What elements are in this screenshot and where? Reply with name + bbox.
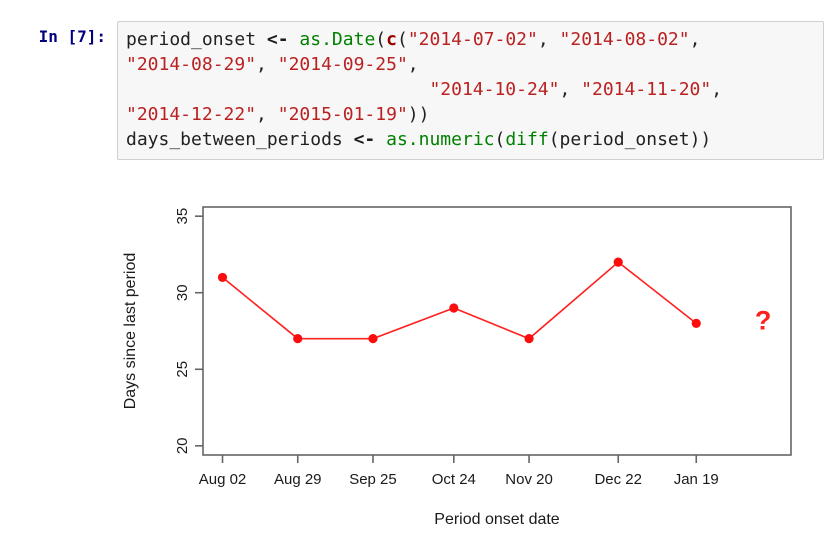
code-token: c — [386, 29, 397, 50]
series-line — [222, 261, 697, 340]
x-tick-label: Jan 19 — [674, 471, 719, 488]
code-token: "2014-08-02" — [559, 29, 690, 50]
data-point — [217, 272, 228, 283]
x-tick-label: Aug 29 — [274, 471, 322, 488]
plot-box — [202, 206, 792, 456]
y-tick-label: 25 — [174, 361, 191, 378]
x-axis-title: Period onset date — [434, 511, 560, 528]
data-point — [449, 303, 459, 313]
code-token: "2015-01-19" — [277, 104, 408, 125]
code-token — [126, 79, 429, 100]
code-token: "2014-07-02" — [407, 29, 538, 50]
x-tick-label: Sep 25 — [349, 471, 397, 488]
code-token: ( — [548, 129, 560, 150]
code-cell[interactable]: period_onset <- as.Date(c("2014-07-02", … — [117, 21, 824, 160]
data-point — [524, 334, 534, 344]
data-point — [368, 334, 378, 344]
code-token: "2014-10-24" — [429, 79, 560, 100]
code-editor[interactable]: period_onset <- as.Date(c("2014-07-02", … — [126, 27, 815, 152]
code-token: as.Date — [299, 29, 376, 50]
code-token: ( — [375, 29, 387, 50]
code-token: period_onset — [559, 129, 690, 150]
data-point — [691, 318, 701, 328]
code-token: , — [256, 104, 278, 125]
x-tick-label: Aug 02 — [199, 471, 247, 488]
code-token: , — [407, 54, 419, 75]
y-tick-label: 35 — [174, 208, 191, 225]
x-tick-label: Oct 24 — [432, 471, 476, 488]
code-token: days_between_periods — [126, 129, 343, 150]
code-token — [343, 129, 354, 150]
code-token: period_onset — [126, 29, 257, 50]
code-token — [375, 129, 386, 150]
code-token: "2014-12-22" — [126, 104, 257, 125]
code-token: ( — [494, 129, 506, 150]
code-token: , — [256, 54, 278, 75]
code-token: "2014-08-29" — [126, 54, 257, 75]
code-token — [289, 29, 300, 50]
code-token: diff — [505, 129, 549, 150]
code-token: as.numeric — [386, 129, 495, 150]
code-token: , — [559, 79, 582, 100]
code-token: <- — [266, 29, 289, 50]
code-token: , — [711, 79, 723, 100]
y-axis-title: Days since last period — [122, 253, 139, 410]
code-token: )) — [689, 129, 712, 150]
code-token: )) — [407, 104, 430, 125]
code-token: "2014-11-20" — [581, 79, 712, 100]
question-mark-annotation: ? — [755, 305, 772, 335]
code-token: , — [537, 29, 560, 50]
data-point — [613, 257, 623, 267]
plot: 20 25 30 35 Aug 02 Aug 29 Sep 25 Oct 24 Nov 20 De… — [122, 206, 792, 528]
code-token: , — [689, 29, 701, 50]
y-tick-label: 20 — [174, 437, 191, 454]
x-tick-label: Nov 20 — [505, 471, 553, 488]
code-token — [256, 29, 267, 50]
code-token: "2014-09-25" — [277, 54, 408, 75]
data-point — [293, 334, 303, 344]
y-tick-label: 30 — [174, 284, 191, 301]
code-token: <- — [353, 129, 376, 150]
cell-input-prompt: In [7]: — [38, 27, 106, 46]
code-token: ( — [396, 29, 408, 50]
x-tick-label: Dec 22 — [594, 471, 642, 488]
